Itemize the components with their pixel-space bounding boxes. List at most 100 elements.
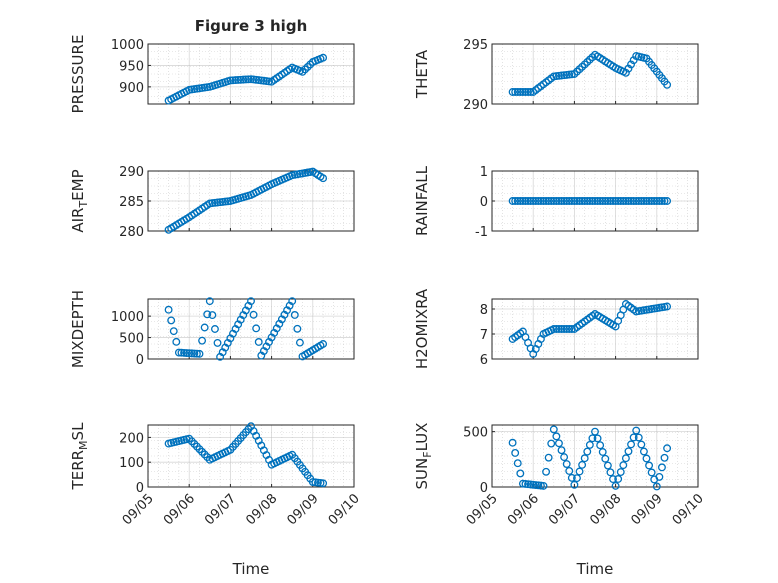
data-point [218, 197, 227, 206]
y-axis-title-rest: SL [69, 422, 87, 441]
data-point [239, 75, 248, 84]
data-point [567, 473, 576, 482]
data-point [573, 474, 581, 483]
data-point [565, 466, 574, 475]
axes-box [147, 170, 355, 232]
data-point [642, 454, 651, 463]
data-point [596, 197, 605, 205]
data-point [288, 297, 297, 306]
data-point [585, 440, 594, 449]
y-axis-title-subscript: F [421, 451, 434, 457]
y-tick-label: 290 [463, 98, 488, 113]
data-point [645, 197, 654, 205]
data-point [619, 461, 628, 470]
data-point [229, 76, 237, 85]
data-point [180, 348, 188, 357]
y-axis-title-main: SUN [413, 458, 431, 490]
data-point [555, 439, 563, 448]
data-point [187, 349, 196, 358]
data-point [174, 348, 183, 357]
data-point [319, 340, 328, 348]
data-point [539, 197, 548, 205]
data-point [521, 197, 530, 205]
y-tick-label: 1 [480, 165, 488, 180]
data-point [578, 460, 587, 469]
y-axis-title-rest: LUX [413, 423, 431, 452]
data-point [169, 327, 178, 336]
data-point [637, 440, 646, 449]
data-point [583, 447, 592, 456]
data-point [557, 325, 566, 333]
data-point [570, 197, 579, 205]
data-point [172, 337, 181, 346]
data-point [192, 349, 201, 358]
data-point [616, 468, 625, 477]
y-tick-label: 0 [480, 195, 488, 210]
data-point [293, 324, 302, 333]
data-point [208, 199, 217, 208]
data-point [652, 482, 661, 491]
data-point [226, 76, 235, 85]
data-point [182, 349, 191, 358]
data-point [578, 197, 587, 205]
data-point [660, 197, 669, 205]
data-point [555, 71, 563, 80]
data-point [627, 197, 635, 205]
data-point [518, 479, 527, 488]
data-point [529, 197, 538, 205]
data-point [629, 433, 638, 442]
data-point [516, 469, 525, 478]
axes-box [491, 298, 699, 360]
data-point [593, 434, 602, 443]
y-axis-title-rest: EMP [69, 169, 87, 200]
y-axis-title-subscript: T [77, 201, 90, 209]
data-point [580, 454, 589, 463]
data-point [508, 438, 517, 447]
data-point [231, 76, 240, 85]
data-point [601, 454, 610, 463]
data-point [516, 88, 525, 96]
y-tick-label: 295 [463, 38, 488, 53]
data-point [526, 480, 535, 489]
data-point [614, 475, 623, 483]
y-tick-label: 7 [480, 328, 488, 343]
y-axis-title: H2OMIXRA [413, 288, 431, 369]
data-point [632, 197, 641, 205]
y-tick-label: 1000 [111, 38, 144, 53]
y-axis-title: AIRTEMP [69, 169, 90, 232]
data-point [190, 349, 199, 358]
data-point [241, 75, 250, 84]
subplot-h2omixra: 6 7 8 H2OMIXRA [413, 288, 699, 369]
data-point [526, 88, 535, 96]
data-point [560, 453, 569, 462]
y-axis-title-subscript: M [77, 440, 90, 450]
data-point [603, 461, 612, 470]
data-point [614, 197, 623, 205]
data-point [205, 297, 214, 306]
data-point [511, 88, 520, 96]
data-point [560, 325, 569, 333]
data-point [164, 305, 173, 314]
y-axis-title: PRESSURE [69, 35, 87, 114]
data-point [609, 475, 617, 484]
data-point [655, 472, 664, 481]
data-point [513, 197, 522, 205]
data-point [521, 88, 530, 96]
data-point [603, 197, 612, 205]
data-point [621, 197, 630, 205]
axes-box [491, 170, 699, 232]
data-point [542, 467, 551, 476]
data-point [652, 197, 661, 205]
subplot-mixdepth: 0 500 1000 MIXDEPTH [69, 290, 355, 368]
y-tick-label: 0 [136, 353, 144, 368]
data-point [601, 197, 610, 205]
data-point [632, 426, 641, 435]
data-point [549, 72, 558, 81]
data-point [167, 316, 176, 325]
y-axis-title-main: MIXDEPTH [69, 290, 87, 368]
data-point [583, 197, 592, 205]
y-tick-label: 6 [480, 353, 488, 368]
data-point [557, 446, 566, 455]
data-point [221, 197, 230, 206]
data-point [210, 198, 219, 207]
